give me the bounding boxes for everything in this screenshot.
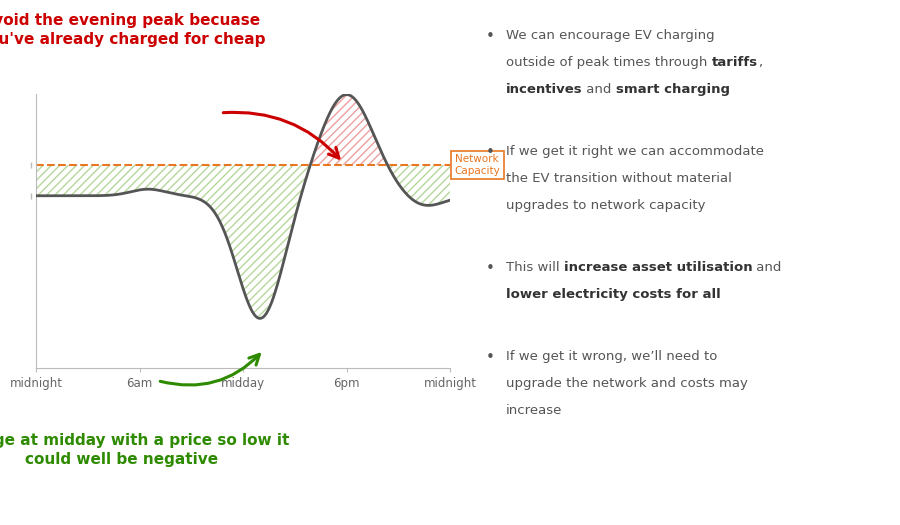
- Text: •: •: [486, 29, 495, 44]
- Text: Avoid the evening peak becuase
you've already charged for cheap: Avoid the evening peak becuase you've al…: [0, 13, 266, 47]
- Text: If we get it right we can accommodate: If we get it right we can accommodate: [506, 145, 764, 158]
- Text: This will: This will: [506, 261, 563, 274]
- Text: and: and: [752, 261, 782, 274]
- Text: We can encourage EV charging: We can encourage EV charging: [506, 29, 715, 42]
- Text: ,: ,: [758, 56, 761, 69]
- Text: upgrades to network capacity: upgrades to network capacity: [506, 200, 706, 213]
- Text: tariffs: tariffs: [711, 56, 758, 69]
- Text: increase: increase: [506, 404, 562, 417]
- Text: incentives: incentives: [506, 83, 582, 97]
- Text: and: and: [582, 83, 617, 97]
- Text: lower electricity costs for all: lower electricity costs for all: [506, 288, 721, 301]
- Text: If we get it wrong, we’ll need to: If we get it wrong, we’ll need to: [506, 350, 717, 363]
- Text: the EV transition without material: the EV transition without material: [506, 172, 732, 185]
- Text: outside of peak times through: outside of peak times through: [506, 56, 711, 69]
- Text: smart charging: smart charging: [616, 83, 730, 97]
- Text: increase asset utilisation: increase asset utilisation: [563, 261, 752, 274]
- Text: Network
Capacity: Network Capacity: [454, 154, 500, 176]
- Text: Charge at midday with a price so low it
could well be negative: Charge at midday with a price so low it …: [0, 433, 289, 467]
- Text: •: •: [486, 350, 495, 365]
- Text: upgrade the network and costs may: upgrade the network and costs may: [506, 377, 748, 390]
- Text: •: •: [486, 261, 495, 276]
- Text: •: •: [486, 145, 495, 160]
